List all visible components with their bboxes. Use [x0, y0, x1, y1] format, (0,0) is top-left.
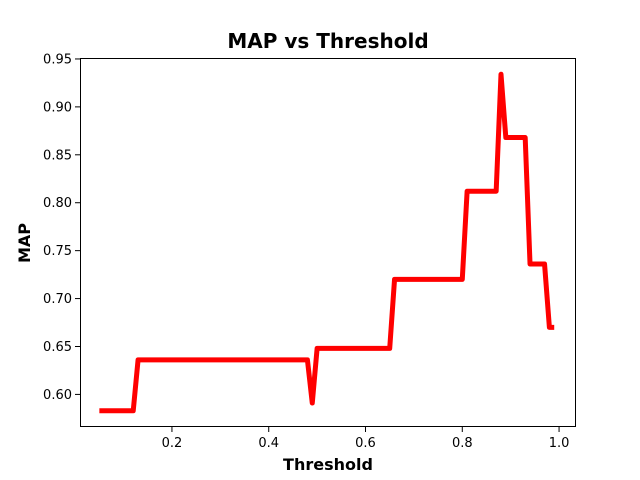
y-axis-label: MAP — [15, 223, 34, 263]
y-tick-label: 0.75 — [43, 244, 72, 259]
y-tick-label: 0.80 — [43, 196, 72, 211]
x-tick-label: 0.4 — [258, 436, 279, 451]
y-tick-label: 0.65 — [43, 340, 72, 355]
x-axis-label: Threshold — [283, 455, 373, 474]
chart-title: MAP vs Threshold — [227, 29, 428, 53]
plot-frame — [80, 58, 576, 427]
y-tick-label: 0.70 — [43, 292, 72, 307]
y-tick-label: 0.90 — [43, 100, 72, 115]
x-axis-ticks: 0.2 0.4 0.6 0.8 1.0 — [162, 427, 570, 451]
series-line-0 — [99, 71, 555, 414]
x-tick-label: 0.8 — [452, 436, 473, 451]
x-tick-label: 1.0 — [549, 436, 570, 451]
data-line-group — [99, 71, 555, 414]
y-tick-label: 0.60 — [43, 388, 72, 403]
y-tick-label: 0.85 — [43, 148, 72, 163]
y-axis-ticks: 0.60 0.65 0.70 0.75 0.80 0.85 0.90 0.95 — [43, 52, 80, 403]
x-tick-label: 0.2 — [162, 436, 183, 451]
y-tick-label: 0.95 — [43, 52, 72, 67]
x-tick-label: 0.6 — [355, 436, 376, 451]
